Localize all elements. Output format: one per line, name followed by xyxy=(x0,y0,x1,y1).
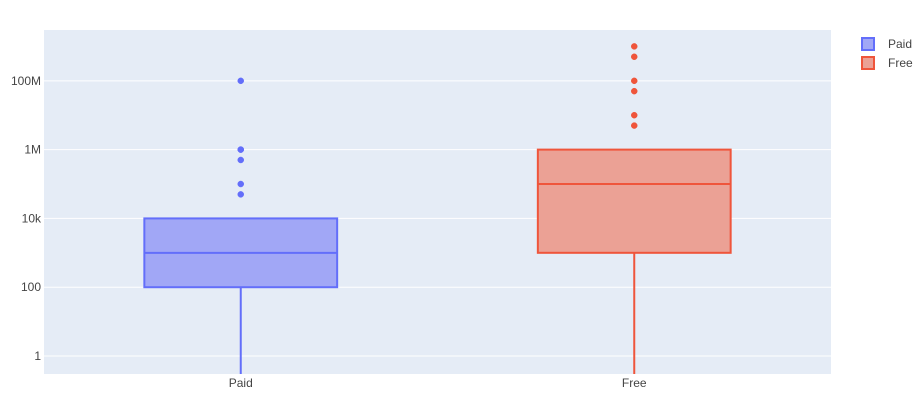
legend-swatch xyxy=(861,37,875,51)
box-paid xyxy=(143,77,339,374)
y-tick-label: 100 xyxy=(21,280,41,294)
outlier-point xyxy=(631,53,638,61)
outlier-point xyxy=(631,43,638,50)
legend-swatch xyxy=(861,56,875,70)
y-axis-tick-labels: 1 100 10k 1M 100M xyxy=(11,74,42,363)
outlier-point xyxy=(631,111,638,119)
legend-item-paid[interactable]: Paid xyxy=(861,37,912,51)
y-tick-label: 100M xyxy=(11,74,41,88)
y-tick-label: 1 xyxy=(34,349,41,363)
legend-label: Free xyxy=(888,56,913,70)
x-tick-label: Paid xyxy=(229,376,253,390)
legend[interactable]: Paid Free xyxy=(861,37,913,70)
x-tick-label: Free xyxy=(622,376,647,390)
outlier-point xyxy=(631,122,638,129)
x-axis-tick-labels: Paid Free xyxy=(229,376,647,390)
legend-label: Paid xyxy=(888,37,912,51)
legend-item-free[interactable]: Free xyxy=(861,56,913,70)
outlier-point xyxy=(237,191,244,198)
outlier-point xyxy=(237,180,244,188)
y-tick-label: 10k xyxy=(22,211,42,225)
outlier-point xyxy=(631,87,638,95)
y-tick-label: 1M xyxy=(24,143,41,157)
box-series xyxy=(143,43,732,374)
outlier-point xyxy=(237,156,244,164)
outlier-point xyxy=(237,146,244,153)
box-free xyxy=(536,43,732,374)
box-iqr xyxy=(536,148,732,254)
outlier-point xyxy=(237,77,244,85)
outlier-point xyxy=(631,77,638,85)
